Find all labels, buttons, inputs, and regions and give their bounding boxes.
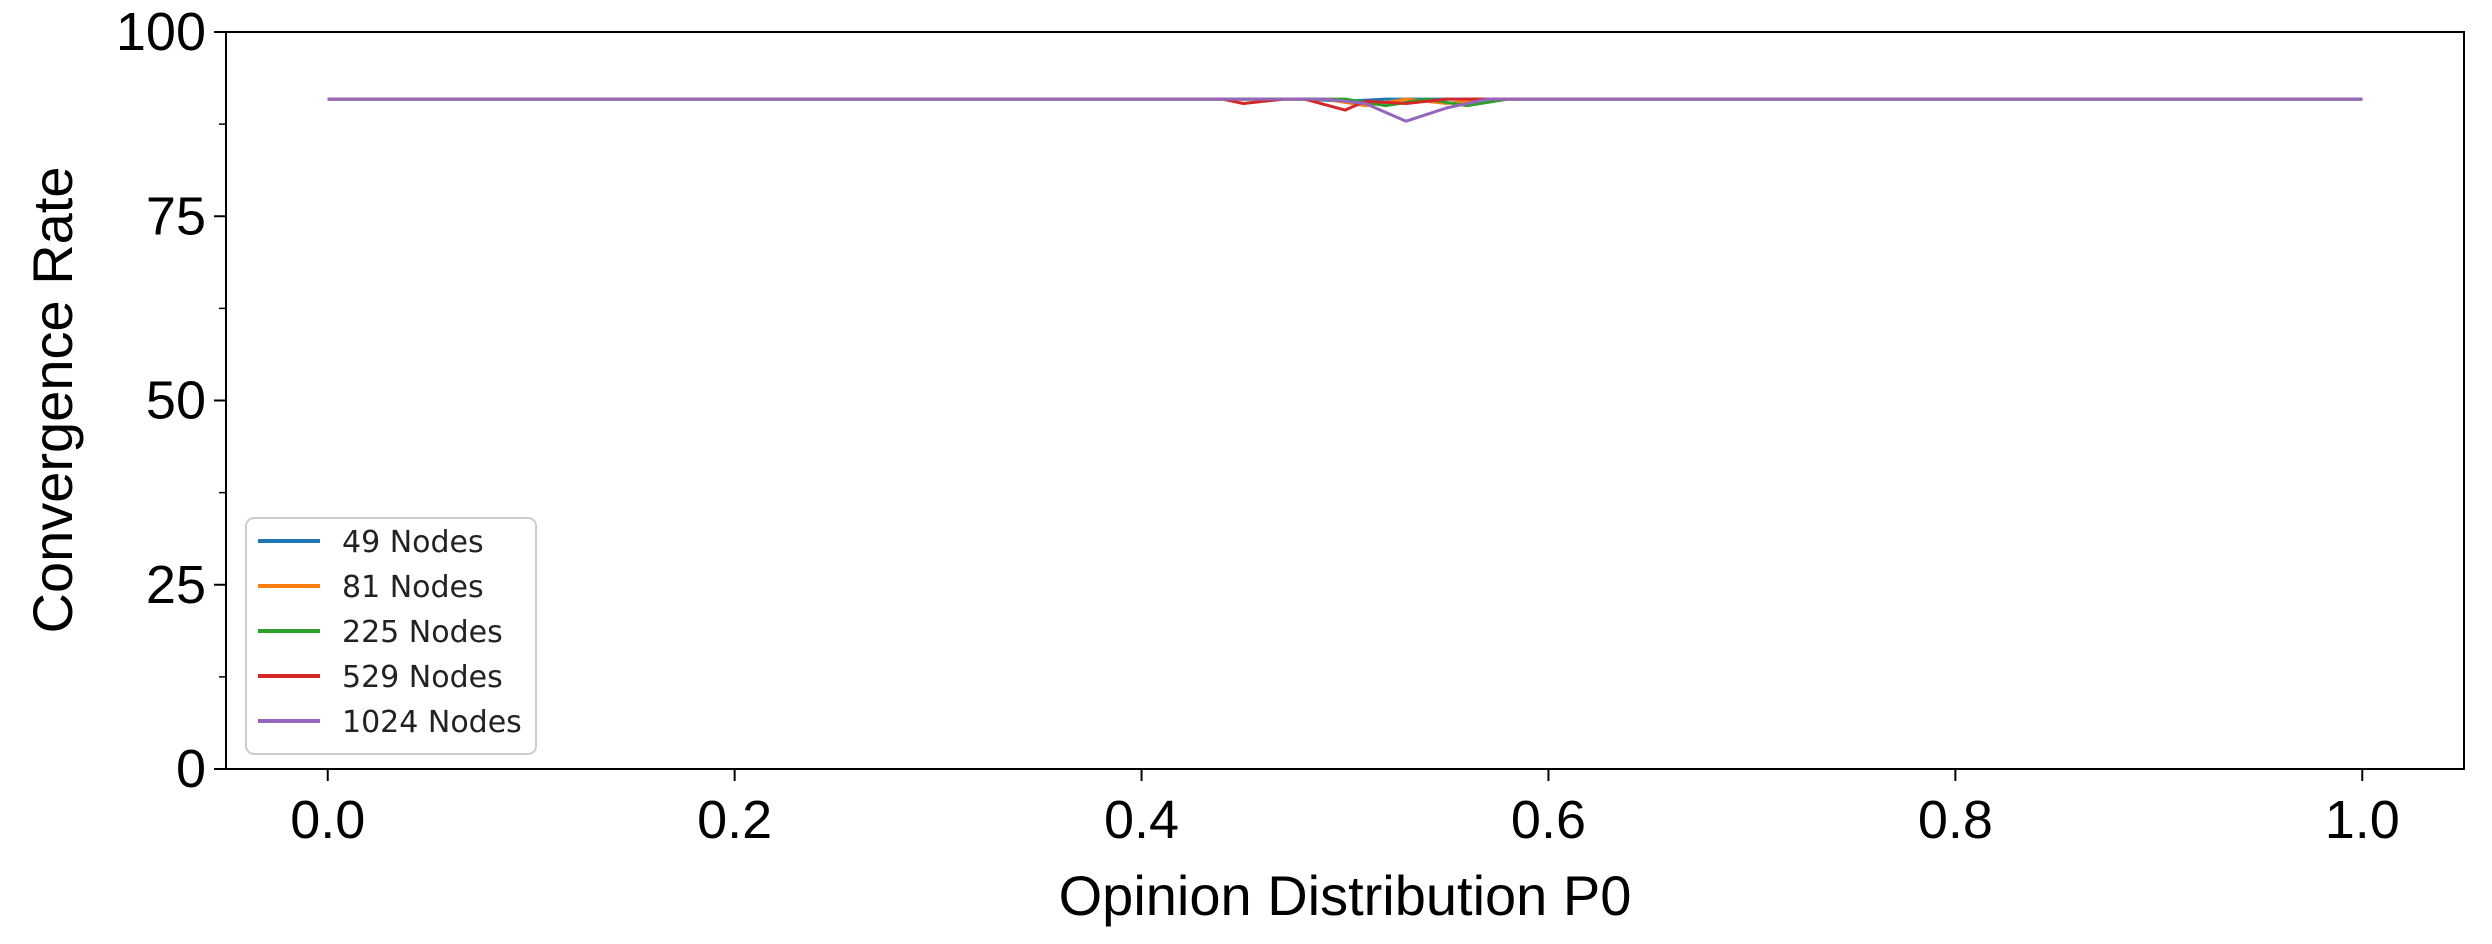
legend-label: 81 Nodes <box>342 570 484 605</box>
y-tick-label: 100 <box>116 2 206 62</box>
series-line-529-nodes <box>327 97 2363 112</box>
series-line-1024-nodes <box>327 97 2363 123</box>
x-axis-ticks: 0.0 0.2 0.4 0.6 0.8 1.0 <box>290 769 2400 850</box>
legend-label: 1024 Nodes <box>342 705 522 740</box>
series-lines <box>327 97 2363 123</box>
x-tick-label: 0.2 <box>697 790 772 850</box>
legend-label: 225 Nodes <box>342 615 503 650</box>
legend-label: 529 Nodes <box>342 660 503 695</box>
y-tick-label: 0 <box>176 739 206 799</box>
x-tick-label: 1.0 <box>2325 790 2400 850</box>
x-tick-label: 0.6 <box>1511 790 1586 850</box>
legend-label: 49 Nodes <box>342 525 484 560</box>
y-axis-title: Convergence Rate <box>21 167 84 634</box>
legend-box <box>245 517 537 755</box>
plot-area <box>225 31 2465 770</box>
y-axis-ticks: 0 25 50 75 100 <box>116 2 226 799</box>
y-tick-label: 50 <box>146 371 206 431</box>
y-tick-label: 25 <box>146 555 206 615</box>
legend: 49 Nodes 81 Nodes 225 Nodes 529 Nodes 1024 N… <box>245 517 537 755</box>
y-tick-label: 75 <box>146 186 206 246</box>
x-tick-label: 0.4 <box>1104 790 1179 850</box>
x-tick-label: 0.0 <box>290 790 365 850</box>
x-tick-label: 0.8 <box>1918 790 1993 850</box>
x-axis-title: Opinion Distribution P0 <box>1059 864 1632 927</box>
